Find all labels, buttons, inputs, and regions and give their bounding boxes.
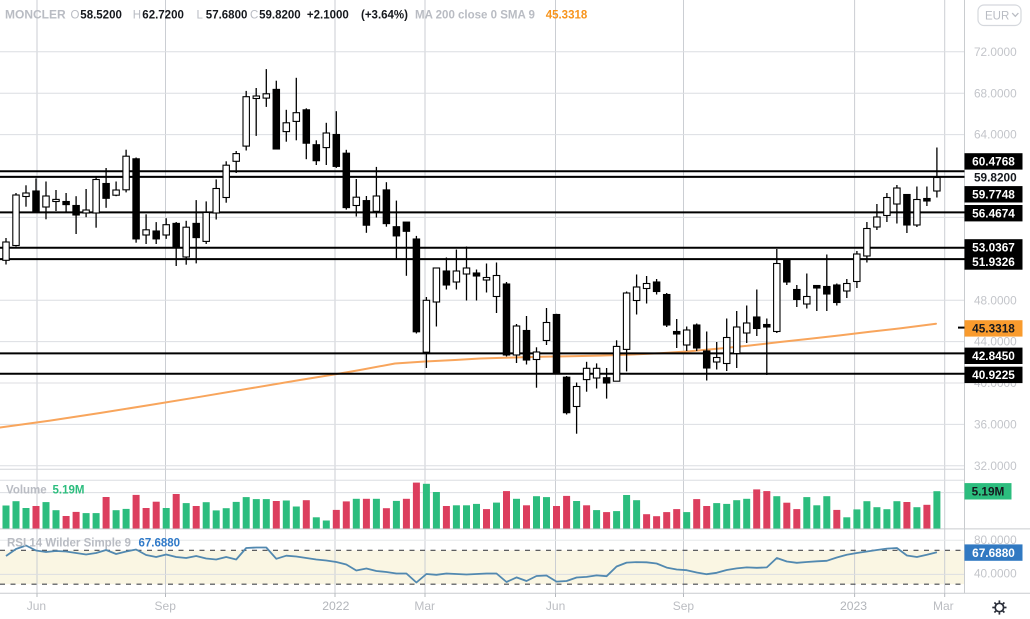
svg-text:64.0000: 64.0000 <box>974 128 1017 142</box>
svg-text:Jun: Jun <box>546 599 565 613</box>
svg-text:56.4674: 56.4674 <box>972 207 1015 221</box>
svg-text:42.8450: 42.8450 <box>972 349 1015 363</box>
svg-text:60.4768: 60.4768 <box>972 155 1015 169</box>
svg-text:58.5200: 58.5200 <box>80 10 122 22</box>
svg-text:51.9326: 51.9326 <box>972 255 1015 269</box>
svg-text:59.8200: 59.8200 <box>259 10 301 22</box>
svg-text:53.0367: 53.0367 <box>972 241 1015 255</box>
svg-text:H: H <box>133 10 141 22</box>
svg-text:67.6880: 67.6880 <box>972 546 1015 560</box>
svg-text:68.0000: 68.0000 <box>974 86 1017 100</box>
svg-text:72.0000: 72.0000 <box>974 45 1017 59</box>
svg-text:80.0000: 80.0000 <box>974 533 1017 547</box>
svg-text:Mar: Mar <box>414 599 435 613</box>
svg-text:44.0000: 44.0000 <box>974 335 1017 349</box>
svg-text:RSI 14 Wilder Simple 9: RSI 14 Wilder Simple 9 <box>7 538 131 550</box>
svg-text:O: O <box>71 10 80 22</box>
svg-text:C: C <box>250 10 258 22</box>
svg-text:48.0000: 48.0000 <box>974 293 1017 307</box>
svg-text:2022: 2022 <box>322 599 349 613</box>
svg-text:(+3.64%): (+3.64%) <box>361 10 408 22</box>
svg-text:Jun: Jun <box>27 599 46 613</box>
svg-text:Sep: Sep <box>673 599 695 613</box>
svg-text:45.3318: 45.3318 <box>546 10 588 22</box>
svg-text:57.6800: 57.6800 <box>206 10 248 22</box>
svg-text:40.0000: 40.0000 <box>974 567 1017 581</box>
svg-text:32.0000: 32.0000 <box>974 459 1017 473</box>
svg-text:2023: 2023 <box>840 599 867 613</box>
svg-text:45.3318: 45.3318 <box>972 322 1015 336</box>
svg-text:59.8200: 59.8200 <box>974 171 1017 185</box>
svg-text:40.9225: 40.9225 <box>972 368 1015 382</box>
svg-text:5.19M: 5.19M <box>972 485 1005 499</box>
svg-text:MONCLER: MONCLER <box>5 8 66 22</box>
svg-text:5.19M: 5.19M <box>53 484 85 496</box>
svg-text:59.7748: 59.7748 <box>972 188 1015 202</box>
svg-text:67.6880: 67.6880 <box>139 538 181 550</box>
svg-text:36.0000: 36.0000 <box>974 418 1017 432</box>
svg-text:Volume: Volume <box>6 484 47 496</box>
svg-text:Mar: Mar <box>933 599 954 613</box>
svg-text:+2.1000: +2.1000 <box>307 10 349 22</box>
svg-text:62.7200: 62.7200 <box>142 10 184 22</box>
svg-text:EUR: EUR <box>985 10 1009 22</box>
svg-text:Sep: Sep <box>155 599 177 613</box>
svg-text:L: L <box>197 10 204 22</box>
svg-text:MA 200 close 0 SMA 9: MA 200 close 0 SMA 9 <box>415 10 535 22</box>
